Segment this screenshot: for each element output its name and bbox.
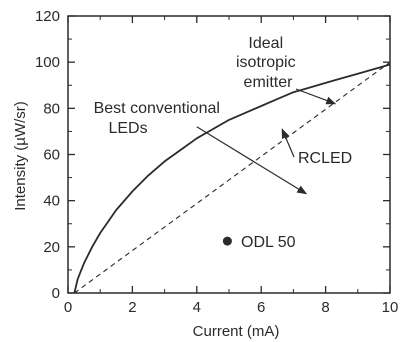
label-rcled: RCLED <box>298 150 352 167</box>
x-tick-label: 8 <box>321 299 329 316</box>
y-tick-label: 0 <box>52 285 60 302</box>
x-tick-label: 2 <box>128 299 136 316</box>
y-axis-title: Intensity (µW/sr) <box>12 101 29 210</box>
label-ideal-isotropic-emitter: Ideal isotropic emitter <box>236 35 300 91</box>
ideal-emitter-arrow <box>295 88 337 105</box>
odl-50-point <box>222 236 232 246</box>
y-tick-label: 100 <box>35 54 60 71</box>
best-conventional-arrow <box>196 126 308 195</box>
label-best-conventional-leds: Best conventional LEDs <box>94 100 225 137</box>
y-tick-label: 80 <box>43 100 60 117</box>
x-tick-label: 0 <box>64 299 72 316</box>
annotations <box>196 88 337 195</box>
rcled-arrow <box>281 128 295 158</box>
ideal-isotropic-emitter-line <box>74 61 391 294</box>
label-ideal-line-3: emitter <box>244 74 294 91</box>
rcled-curve <box>73 63 391 294</box>
y-tick-label: 20 <box>43 239 60 256</box>
x-tick-label: 10 <box>382 299 399 316</box>
y-tick-label: 120 <box>35 8 60 25</box>
label-odl-50: ODL 50 <box>241 234 296 251</box>
label-best-line-2: LEDs <box>108 120 147 137</box>
y-tick-label: 40 <box>43 193 60 210</box>
y-tick-label: 60 <box>43 147 60 164</box>
x-tick-label: 6 <box>257 299 265 316</box>
series-group <box>73 61 391 294</box>
x-tick-label: 4 <box>193 299 201 316</box>
label-ideal-line-1: Ideal <box>248 35 283 52</box>
x-axis-title: Current (mA) <box>193 323 280 340</box>
label-best-line-1: Best conventional <box>94 100 220 117</box>
label-ideal-line-2: isotropic <box>236 54 296 71</box>
